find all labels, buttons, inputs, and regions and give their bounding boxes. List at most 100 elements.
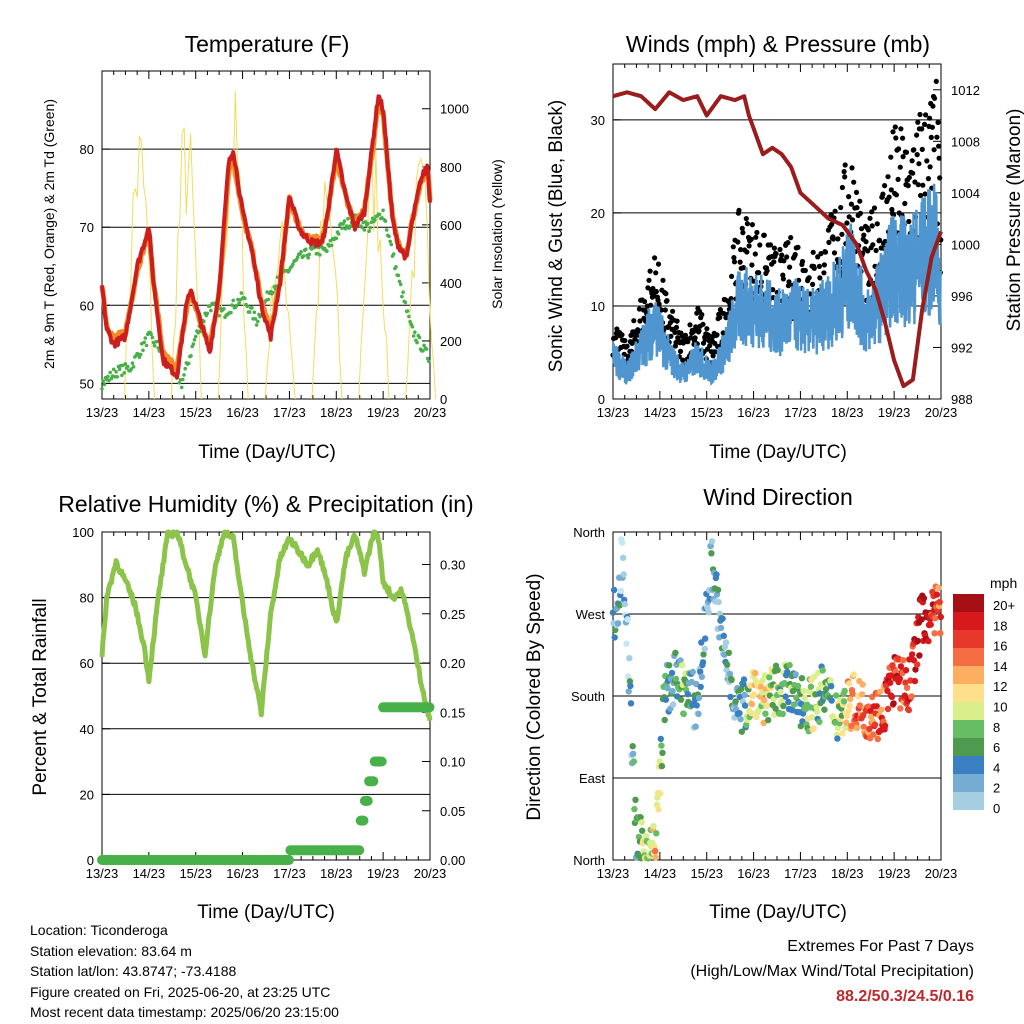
gust-point — [739, 225, 745, 231]
dewpoint-point — [271, 290, 275, 295]
direction-point — [727, 693, 734, 701]
direction-point — [937, 630, 944, 637]
gust-point — [710, 353, 716, 359]
gust-point — [707, 343, 713, 349]
gust-point — [918, 192, 924, 199]
direction-point — [933, 591, 941, 598]
gust-point — [871, 205, 878, 211]
direction-point — [695, 710, 702, 718]
gust-point — [754, 229, 760, 236]
direction-point — [737, 716, 744, 723]
station-info: Location: Ticonderoga Station elevation:… — [30, 920, 339, 1023]
gust-point — [906, 218, 912, 225]
direction-point — [784, 668, 791, 676]
gust-point — [652, 255, 658, 261]
dewpoint-point — [138, 352, 143, 357]
gust-point — [672, 329, 678, 336]
gust-point — [700, 321, 706, 327]
y2-tick-label: 0.20 — [440, 656, 465, 671]
gust-point — [770, 287, 776, 293]
direction-point — [702, 635, 709, 642]
gust-point — [677, 348, 684, 354]
gust-point — [900, 135, 906, 141]
winds-y2label: Station Pressure (Maroon) — [1004, 109, 1024, 332]
dewpoint-point — [307, 252, 312, 257]
dewpoint-point — [156, 346, 160, 350]
direction-point — [785, 698, 792, 706]
direction-point — [670, 701, 677, 708]
x-tick-label: 17/23 — [273, 866, 306, 881]
winds-panel: Winds (mph) & Pressure (mb) 13/23 14/23 15… — [546, 31, 1024, 463]
dewpoint-point — [177, 381, 182, 385]
dewpoint-point — [411, 334, 416, 338]
gust-point — [785, 240, 791, 246]
y2-tick-label: 988 — [951, 392, 973, 407]
gust-point — [740, 265, 747, 271]
gust-point — [928, 134, 934, 140]
x-tick-label: 18/23 — [831, 866, 864, 881]
direction-point — [813, 704, 820, 711]
gust-point — [662, 307, 668, 313]
gust-point — [849, 165, 855, 171]
dewpoint-point — [247, 310, 252, 314]
gust-point — [673, 324, 680, 330]
x-tick-label: 17/23 — [273, 405, 306, 420]
gust-point — [906, 174, 912, 181]
y2-tick-label: 1008 — [951, 134, 980, 149]
dewpoint-point — [295, 255, 300, 259]
direction-point — [807, 683, 815, 690]
gust-point — [752, 251, 758, 257]
direction-point — [630, 750, 637, 757]
dewpoint-point — [336, 232, 341, 236]
dewpoint-point — [106, 374, 110, 379]
dewpoint-point — [368, 225, 373, 230]
gust-point — [738, 247, 744, 253]
direction-point — [653, 830, 660, 837]
gust-point — [892, 124, 898, 130]
direction-point — [657, 735, 664, 743]
y2-tick-label: 0.00 — [440, 853, 465, 868]
gust-point — [861, 232, 867, 238]
gust-point — [842, 162, 848, 168]
gust-point — [731, 255, 737, 261]
direction-point — [715, 598, 722, 606]
dewpoint-point — [101, 379, 105, 383]
direction-point — [620, 571, 627, 578]
y-tick-label: West — [576, 607, 606, 622]
dewpoint-point — [191, 342, 196, 346]
gust-point — [897, 164, 903, 170]
gust-point — [648, 302, 654, 308]
gust-point — [816, 263, 823, 269]
legend-label: 8 — [993, 720, 1000, 735]
direction-point — [748, 701, 756, 708]
direction-point — [610, 586, 618, 594]
dewpoint-point — [123, 362, 128, 366]
direction-point — [741, 702, 749, 709]
dewpoint-point — [229, 310, 233, 315]
gust-point — [740, 230, 746, 236]
direction-point — [798, 675, 806, 682]
y-tick-label: 60 — [80, 656, 94, 671]
direction-point — [777, 688, 784, 696]
dewpoint-point — [410, 325, 415, 329]
station-latlon: Station lat/lon: 43.8747; -73.4188 — [30, 963, 237, 979]
gust-point — [714, 332, 720, 338]
gust-point — [786, 279, 792, 285]
dewpoint-point — [366, 222, 370, 226]
gust-point — [785, 283, 792, 289]
gust-point — [902, 200, 908, 207]
precip-point — [358, 815, 369, 826]
y-tick-label: North — [573, 853, 605, 868]
direction-point — [677, 696, 685, 703]
gust-point — [900, 154, 906, 160]
direction-point — [927, 621, 934, 628]
direction-point — [655, 806, 662, 813]
gust-point — [818, 251, 824, 257]
dewpoint-point — [306, 255, 311, 260]
x-tick-label: 20/23 — [414, 405, 447, 420]
legend-label: 18 — [993, 618, 1007, 633]
gust-point — [919, 126, 925, 132]
gust-point — [841, 169, 847, 175]
dewpoint-point — [202, 319, 206, 324]
gust-point — [737, 259, 743, 265]
